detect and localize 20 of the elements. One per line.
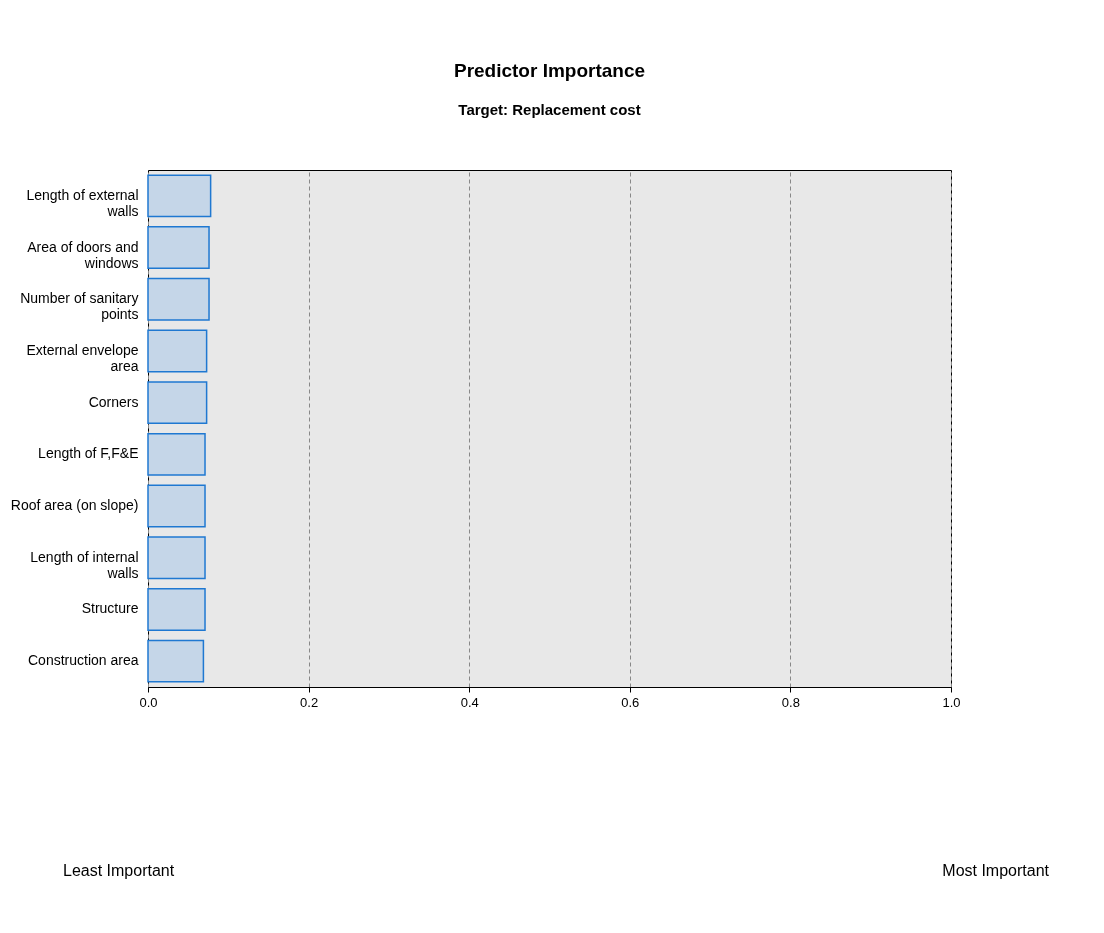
y-tick-label: Number of sanitary points [20,290,139,323]
x-tick-label: 0.6 [621,694,640,710]
x-tick-label: 1.0 [942,694,961,710]
y-tick-label: Structure [81,600,139,617]
y-tick-label: External envelope area [26,341,139,374]
chart-subtitle: Target: Replacement cost [458,101,641,118]
y-tick-label: Construction area [27,652,139,669]
y-tick-label: Length of F,F&E [38,445,139,462]
x-tick-label: 0.2 [300,694,319,710]
y-tick-label: Corners [88,393,139,410]
text: Least Important [63,862,175,880]
text: Most Important [942,862,1049,880]
x-tick-label: 0.4 [460,694,479,710]
y-tick-label: Length of internal walls [30,548,139,581]
x-tick-label: 0.8 [781,694,800,710]
y-tick-label: Length of external walls [26,186,139,219]
chart-title: Predictor Importance [453,60,646,81]
y-tick-label: Roof area (on slope) [10,497,139,514]
x-tick-label: 0.0 [139,694,158,710]
y-tick-label: Area of doors and windows [27,238,139,271]
